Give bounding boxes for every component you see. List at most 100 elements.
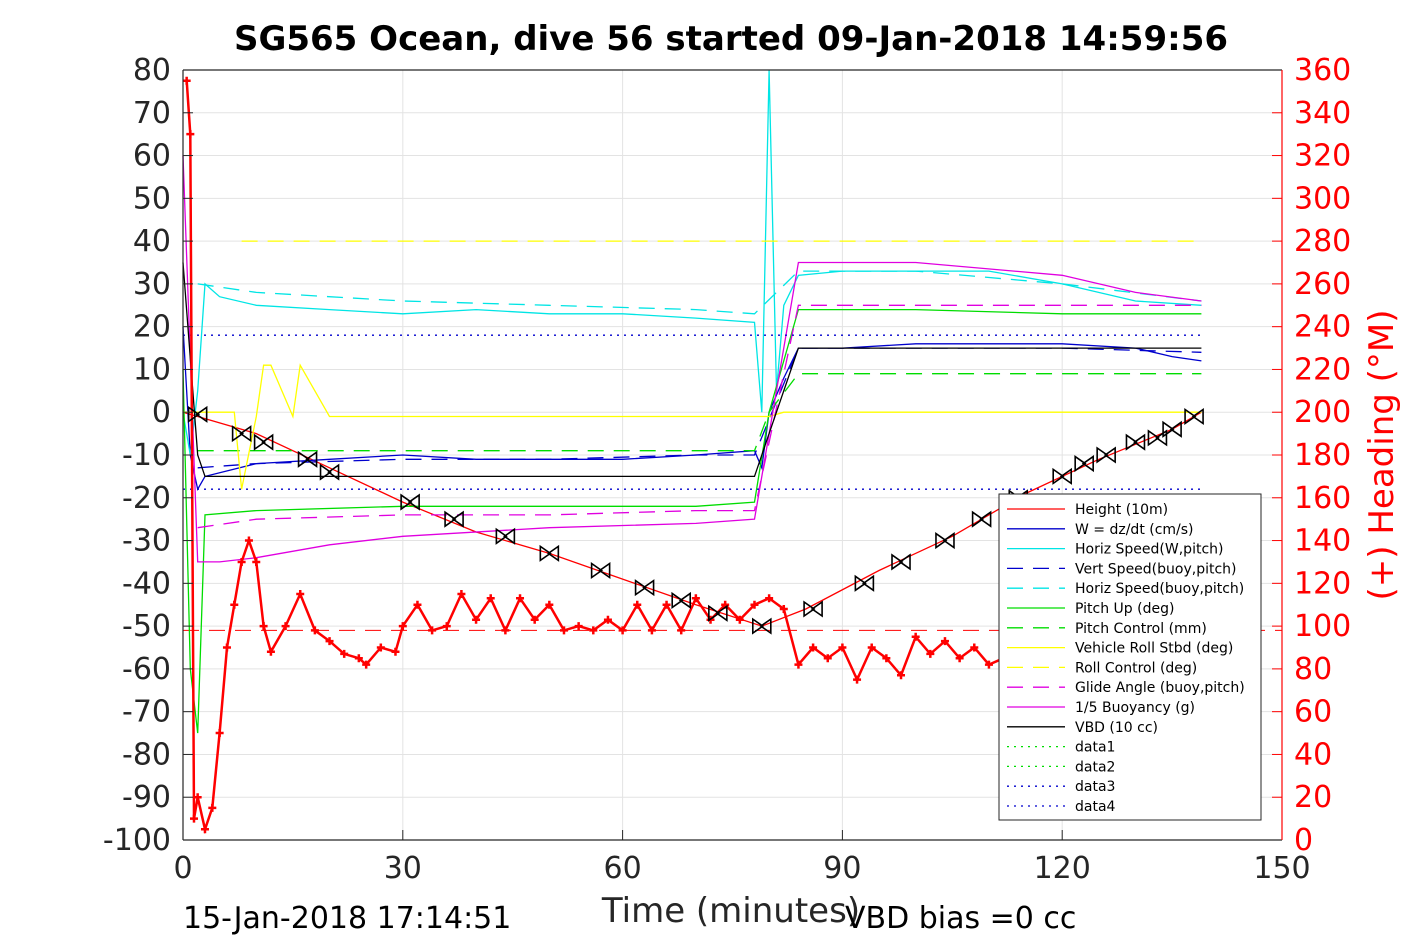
height-marker	[854, 574, 875, 592]
height-marker	[935, 532, 955, 550]
height-marker	[231, 425, 252, 443]
heading-point	[516, 594, 525, 603]
heading-point	[237, 557, 246, 566]
heading-point	[222, 643, 231, 652]
heading-point	[472, 615, 481, 624]
series-line-horiz_w	[182, 69, 1202, 456]
right-tick-label: 100	[1294, 609, 1351, 644]
y-tick-label: 0	[152, 395, 171, 430]
heading-point	[662, 600, 671, 609]
axes: 0 30 60 90 120 15080706050403020100-10-20-30-…	[103, 53, 1351, 886]
right-tick-label: 80	[1294, 652, 1332, 687]
heading-point	[618, 626, 627, 635]
y-tick-label: 40	[133, 224, 171, 259]
x-tick-label: 60	[604, 851, 642, 886]
heading-point	[296, 590, 305, 599]
height-marker	[1147, 429, 1168, 447]
chart-title: SG565 Ocean, dive 56 started 09-Jan-2018…	[234, 19, 1228, 59]
legend-label-glide: Glide Angle (buoy,pitch)	[1075, 680, 1245, 696]
x-tick-label: 90	[823, 851, 861, 886]
y-tick-label: -50	[122, 609, 171, 644]
heading-point	[647, 626, 656, 635]
right-tick-label: 0	[1294, 823, 1313, 858]
heading-point	[457, 590, 466, 599]
height-marker	[253, 433, 274, 451]
legend-label-pitch_ctrl: Pitch Control (mm)	[1075, 621, 1207, 637]
y-tick-label: -10	[122, 438, 171, 473]
heading-point	[266, 647, 275, 656]
heading-point	[208, 803, 217, 812]
series-line-pitch_up	[182, 308, 1202, 734]
heading-point	[428, 626, 437, 635]
height-marker	[539, 544, 560, 562]
legend-label-vert_buoy: Vert Speed(buoy,pitch)	[1075, 561, 1237, 577]
right-tick-label: 60	[1294, 695, 1332, 730]
y-tick-label: 60	[133, 139, 171, 174]
right-tick-label: 280	[1294, 224, 1351, 259]
legend-label-pitch_up: Pitch Up (deg)	[1075, 601, 1174, 617]
height-marker	[319, 463, 340, 481]
heading-point	[530, 615, 539, 624]
timestamp-footer: 15-Jan-2018 17:14:51	[183, 901, 511, 936]
heading-point	[354, 654, 363, 663]
heading-point	[376, 643, 385, 652]
right-tick-label: 240	[1294, 310, 1351, 345]
legend: Height (10m) W = dz/dt (cm/s) Horiz Speed(…	[998, 493, 1262, 821]
legend-label-data3: data3	[1075, 779, 1115, 795]
height-marker	[803, 600, 823, 618]
right-axis-label: (+) Heading (°M)	[1362, 310, 1402, 601]
heading-point	[677, 626, 686, 635]
right-tick-label: 180	[1294, 438, 1351, 473]
heading-point	[281, 622, 290, 631]
heading-point	[838, 643, 847, 652]
right-tick-label: 220	[1294, 352, 1351, 387]
heading-point	[589, 626, 598, 635]
height-marker	[1125, 433, 1146, 451]
right-tick-label: 200	[1294, 395, 1351, 430]
legend-label-height: Height (10m)	[1075, 502, 1168, 518]
y-tick-label: -20	[122, 481, 171, 516]
heading-point	[559, 626, 568, 635]
heading-point	[200, 825, 209, 834]
height-marker	[634, 579, 655, 597]
height-marker	[297, 450, 318, 468]
heading-point	[545, 600, 554, 609]
height-marker	[671, 591, 692, 609]
height-marker	[971, 510, 992, 528]
heading-point	[486, 594, 495, 603]
legend-label-w: W = dz/dt (cm/s)	[1075, 522, 1194, 538]
y-tick-label: -70	[122, 695, 171, 730]
series-line-glide	[197, 304, 1202, 529]
heading-point	[230, 600, 239, 609]
y-tick-label: -60	[122, 652, 171, 687]
legend-label-buoy: 1/5 Buoyancy (g)	[1075, 700, 1195, 716]
right-tick-label: 340	[1294, 96, 1351, 131]
right-tick-label: 320	[1294, 139, 1351, 174]
y-tick-label: -40	[122, 566, 171, 601]
y-tick-label: 30	[133, 267, 171, 302]
right-tick-label: 40	[1294, 737, 1332, 772]
heading-point	[244, 536, 253, 545]
x-tick-label: 120	[1034, 851, 1091, 886]
series-line-pitch_ctrl	[197, 373, 1202, 452]
legend-label-data4: data4	[1075, 799, 1116, 815]
heading-point	[750, 600, 759, 609]
heading-point	[897, 671, 906, 680]
heading-point	[794, 660, 803, 669]
x-tick-label: 30	[384, 851, 422, 886]
x-tick-label: 0	[173, 851, 192, 886]
heading-point	[325, 637, 334, 646]
height-marker	[1184, 407, 1204, 426]
heading-point	[362, 660, 371, 669]
heading-point	[442, 622, 451, 631]
heading-point	[779, 605, 788, 613]
heading-point	[310, 626, 319, 635]
heading-point	[259, 622, 268, 631]
legend-label-data2: data2	[1075, 759, 1115, 775]
right-tick-label: 260	[1294, 267, 1351, 302]
y-tick-label: -100	[103, 823, 171, 858]
y-tick-label: -30	[122, 524, 171, 559]
heading-point	[413, 600, 422, 609]
series-line-buoy	[182, 155, 1202, 563]
